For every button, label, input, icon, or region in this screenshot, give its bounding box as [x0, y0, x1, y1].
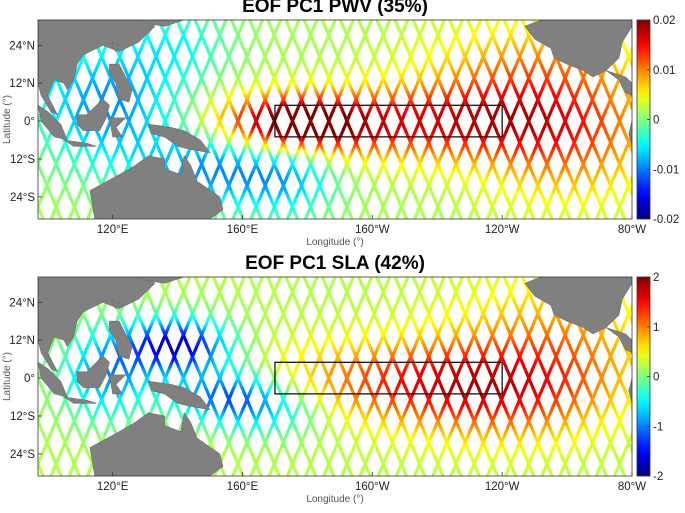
sla-x-tick-label: 80°W	[618, 481, 646, 493]
sla-y-axis-label: Latitude (°)	[2, 352, 13, 401]
pwv-y-tick-label: 0°	[24, 116, 35, 128]
sla-figure: 120°E 160°E 160°W 120°W 80°W 24°N 12°N 0° 12°S 24…	[0, 257, 685, 513]
pwv-figure: 120°E 160°E 160°W 120°W 80°W 24°N 12°N 0° 12°S 24…	[0, 0, 685, 256]
sla-colorbar-tick-label: 1	[653, 322, 659, 334]
pwv-x-tick-label: 80°W	[618, 224, 646, 236]
sla-y-tick-label: 12°S	[10, 411, 35, 423]
sla-y-tick-label: 24°N	[9, 297, 35, 309]
pwv-map	[0, 11, 685, 229]
pwv-x-tick-label: 160°W	[355, 224, 390, 236]
sla-x-axis-label: Longitude (°)	[306, 494, 363, 505]
sla-colorbar-tick-label: -2	[653, 471, 663, 483]
sla-y-tick-label: 12°N	[9, 335, 35, 347]
sla-map	[0, 268, 685, 486]
pwv-y-tick-label: 12°N	[9, 78, 35, 90]
pwv-x-axis-label: Longitude (°)	[306, 237, 363, 248]
pwv-x-tick-label: 160°E	[227, 224, 259, 236]
sla-x-tick-label: 160°W	[355, 481, 390, 493]
sla-x-tick-label: 120°W	[485, 481, 520, 493]
pwv-y-tick-label: 24°N	[9, 40, 35, 52]
pwv-y-tick-label: 24°S	[10, 192, 35, 204]
sla-colorbar-tick-label: 2	[653, 272, 659, 284]
sla-y-tick-label: 24°S	[10, 449, 35, 461]
pwv-panel: EOF PC1 PWV (35%) 120°E 160°E 160°W 120°W 80…	[0, 0, 685, 256]
pwv-x-tick-label: 120°E	[97, 224, 129, 236]
pwv-colorbar-tick-label: 0.01	[653, 65, 675, 77]
pwv-colorbar-tick-label: -0.01	[653, 164, 679, 176]
pwv-x-tick-label: 120°W	[485, 224, 520, 236]
sla-y-tick-label: 0°	[24, 373, 35, 385]
pwv-y-tick-label: 12°S	[10, 154, 35, 166]
sla-panel: EOF PC1 SLA (42%) 120°E 160°E 160°W 120°W 80…	[0, 257, 685, 513]
pwv-colorbar-tick-label: 0	[653, 115, 659, 127]
sla-x-tick-label: 160°E	[227, 481, 259, 493]
pwv-colorbar-tick-label: 0.02	[653, 15, 675, 27]
sla-colorbar-tick-label: 0	[653, 372, 659, 384]
pwv-colorbar-tick-label: -0.02	[653, 214, 679, 226]
pwv-y-axis-label: Latitude (°)	[2, 95, 13, 144]
sla-colorbar-tick-label: -1	[653, 421, 663, 433]
sla-x-tick-label: 120°E	[97, 481, 129, 493]
